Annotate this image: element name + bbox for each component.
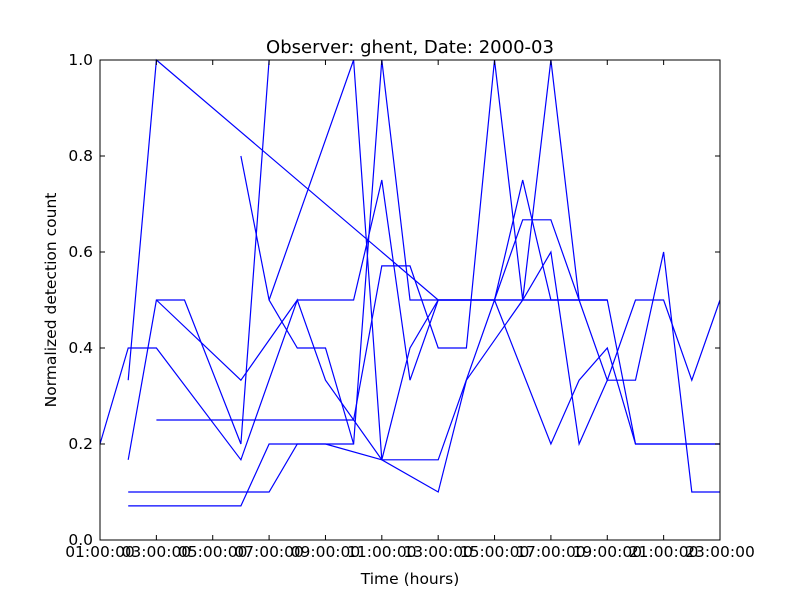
x-axis: 01:00:0003:00:0005:00:0007:00:0009:00:00… — [65, 60, 755, 561]
y-tick-label: 0.2 — [68, 435, 93, 453]
x-tick-label: 07:00:00 — [234, 543, 304, 561]
series-line-7 — [240, 155, 355, 445]
x-tick-label: 03:00:00 — [122, 543, 192, 561]
y-tick-label: 0.6 — [68, 243, 93, 261]
series-line-1 — [127, 58, 720, 445]
y-tick-label: 0.0 — [68, 531, 93, 549]
x-axis-label: Time (hours) — [360, 570, 460, 588]
x-tick-label: 13:00:00 — [403, 543, 473, 561]
y-tick-label: 0.4 — [68, 339, 93, 357]
series-line-4 — [156, 59, 608, 421]
series-line-3 — [99, 298, 720, 462]
x-tick-label: 09:00:00 — [291, 543, 361, 561]
x-tick-label: 15:00:00 — [460, 543, 530, 561]
x-tick-label: 19:00:00 — [572, 543, 642, 561]
series-line-9 — [155, 179, 721, 383]
series-line-8 — [268, 59, 580, 460]
chart-title: Observer: ghent, Date: 2000-03 — [266, 37, 554, 58]
x-tick-label: 17:00:00 — [516, 543, 586, 561]
series-layer — [99, 58, 721, 507]
x-tick-label: 23:00:00 — [685, 543, 755, 561]
series-line-6 — [128, 250, 720, 493]
y-axis-label: Normalized detection count — [42, 193, 60, 408]
x-tick-label: 05:00:00 — [178, 543, 248, 561]
series-line-2 — [127, 59, 270, 460]
y-tick-label: 0.8 — [68, 147, 93, 165]
y-axis: 0.0 0.2 0.4 0.6 0.8 1.0 — [68, 51, 720, 549]
x-tick-label: 11:00:00 — [347, 543, 417, 561]
y-tick-label: 1.0 — [68, 51, 93, 69]
x-tick-label: 21:00:00 — [629, 543, 699, 561]
x-tick-label: 01:00:00 — [65, 543, 135, 561]
plot-frame — [99, 59, 721, 541]
